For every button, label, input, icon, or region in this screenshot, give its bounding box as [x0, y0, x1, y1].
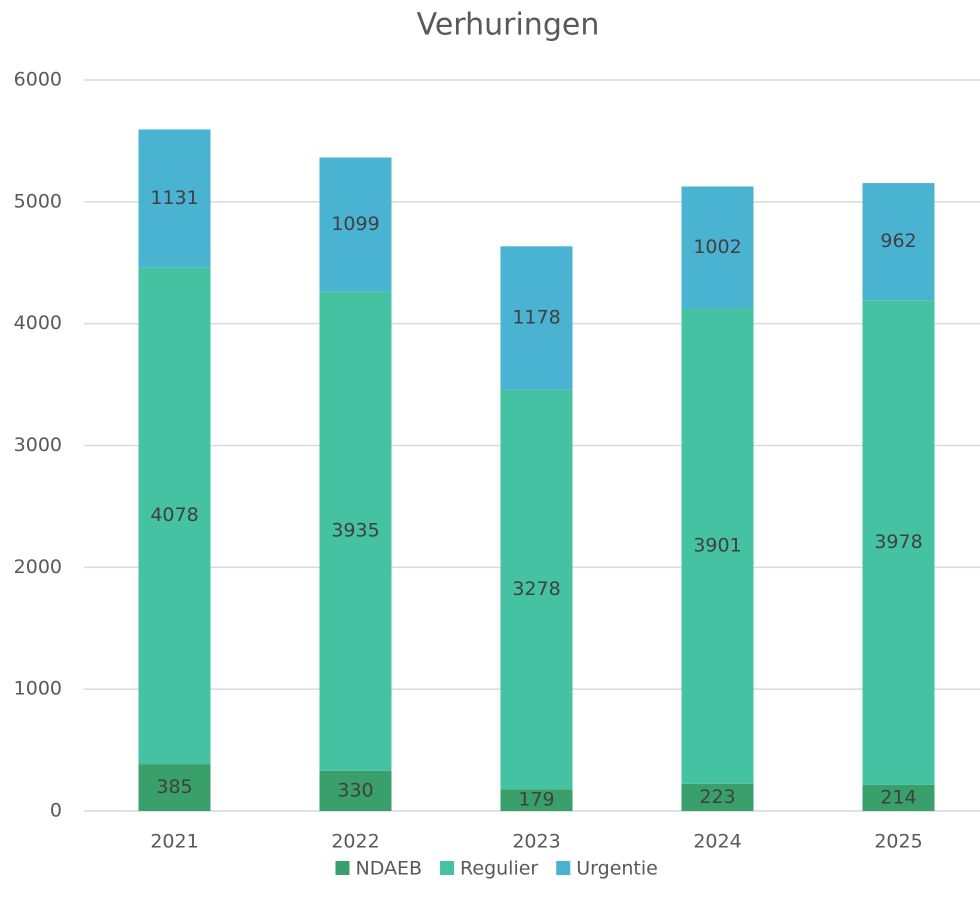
bar-segment — [138, 764, 211, 811]
y-tick-label: 0 — [50, 800, 62, 822]
data-label: 962 — [880, 230, 916, 252]
data-label: 1099 — [331, 213, 379, 235]
legend-label: Regulier — [460, 858, 538, 880]
bar-segment — [862, 300, 935, 785]
data-label: 4078 — [150, 504, 198, 526]
data-label: 3278 — [512, 578, 560, 600]
data-label: 1131 — [150, 187, 198, 209]
legend-swatch — [335, 861, 350, 875]
data-label: 223 — [699, 786, 735, 808]
bar-segment — [681, 186, 754, 309]
y-tick-label: 1000 — [14, 678, 62, 700]
data-label: 214 — [880, 786, 916, 808]
bar-segment — [500, 389, 573, 790]
legend-label: NDAEB — [356, 858, 423, 880]
bar-segment — [138, 267, 211, 765]
data-label: 179 — [518, 789, 554, 811]
bar-segment — [138, 129, 211, 268]
legend-label: Urgentie — [576, 858, 658, 880]
y-tick-label: 5000 — [14, 190, 62, 212]
y-tick-label: 6000 — [14, 69, 62, 91]
data-label: 385 — [156, 776, 192, 798]
data-label: 3978 — [874, 531, 922, 553]
x-tick-label: 2023 — [512, 831, 560, 853]
bar-segment — [319, 291, 392, 771]
bar-segment — [681, 783, 754, 811]
x-tick-label: 2021 — [150, 831, 198, 853]
data-label: 1178 — [512, 307, 560, 329]
data-label: 3901 — [693, 535, 741, 557]
bar-segment — [319, 770, 392, 811]
y-tick-label: 4000 — [14, 312, 62, 334]
x-tick-label: 2024 — [693, 831, 741, 853]
x-tick-label: 2025 — [874, 831, 922, 853]
bar-segment — [681, 308, 754, 784]
data-label: 3935 — [331, 520, 379, 542]
bar-segment — [500, 789, 573, 811]
legend-swatch — [556, 861, 571, 875]
bar-segment — [500, 246, 573, 390]
legend-swatch — [440, 861, 455, 875]
data-label: 330 — [337, 779, 373, 801]
y-tick-label: 3000 — [14, 434, 62, 456]
bar-segment — [319, 157, 392, 292]
bar-segment — [862, 784, 935, 811]
chart-title: Verhuringen — [417, 8, 600, 43]
bar-segment — [862, 183, 935, 301]
y-tick-label: 2000 — [14, 556, 62, 578]
data-label: 1002 — [693, 236, 741, 258]
x-tick-label: 2022 — [331, 831, 379, 853]
